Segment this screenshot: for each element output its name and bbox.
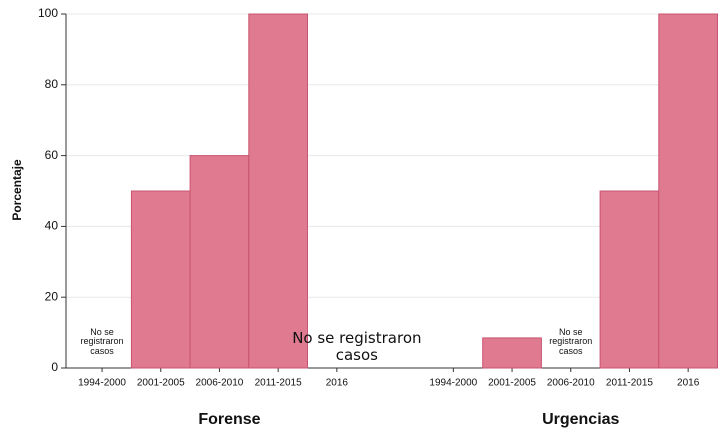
bar: [599, 190, 660, 369]
x-tick-label: 1994-2000: [78, 378, 126, 389]
x-tick-label: 1994-2000: [429, 378, 477, 389]
y-tick-label: 0: [51, 360, 58, 374]
x-tick-label: 2016: [326, 378, 349, 389]
group-label: Urgencias: [542, 411, 619, 428]
bar: [130, 190, 191, 369]
x-tick-label: 2001-2005: [137, 378, 185, 389]
x-tick-label: 2011-2015: [606, 378, 654, 389]
x-tick-label: 2016: [677, 378, 700, 389]
y-tick-label: 100: [38, 6, 58, 20]
x-tick-label: 2001-2005: [488, 378, 536, 389]
x-tick-label: 2006-2010: [196, 378, 244, 389]
y-tick-label: 20: [45, 289, 59, 303]
y-tick-label: 80: [45, 77, 59, 91]
y-tick-label: 60: [45, 148, 59, 162]
bar: [248, 13, 309, 369]
annotation: No se registraron casos: [292, 329, 422, 365]
bar: [189, 155, 250, 369]
y-tick-label: 40: [45, 219, 59, 233]
y-axis-label: Porcentaje: [10, 159, 24, 221]
annotation: No se registraron casos: [549, 327, 593, 356]
x-tick-label: 2011-2015: [255, 378, 303, 389]
x-tick-label: 2006-2010: [547, 378, 595, 389]
annotation: No se registraron casos: [80, 327, 124, 356]
group-label: Forense: [198, 411, 260, 428]
bar: [658, 13, 718, 369]
bar: [482, 337, 542, 369]
